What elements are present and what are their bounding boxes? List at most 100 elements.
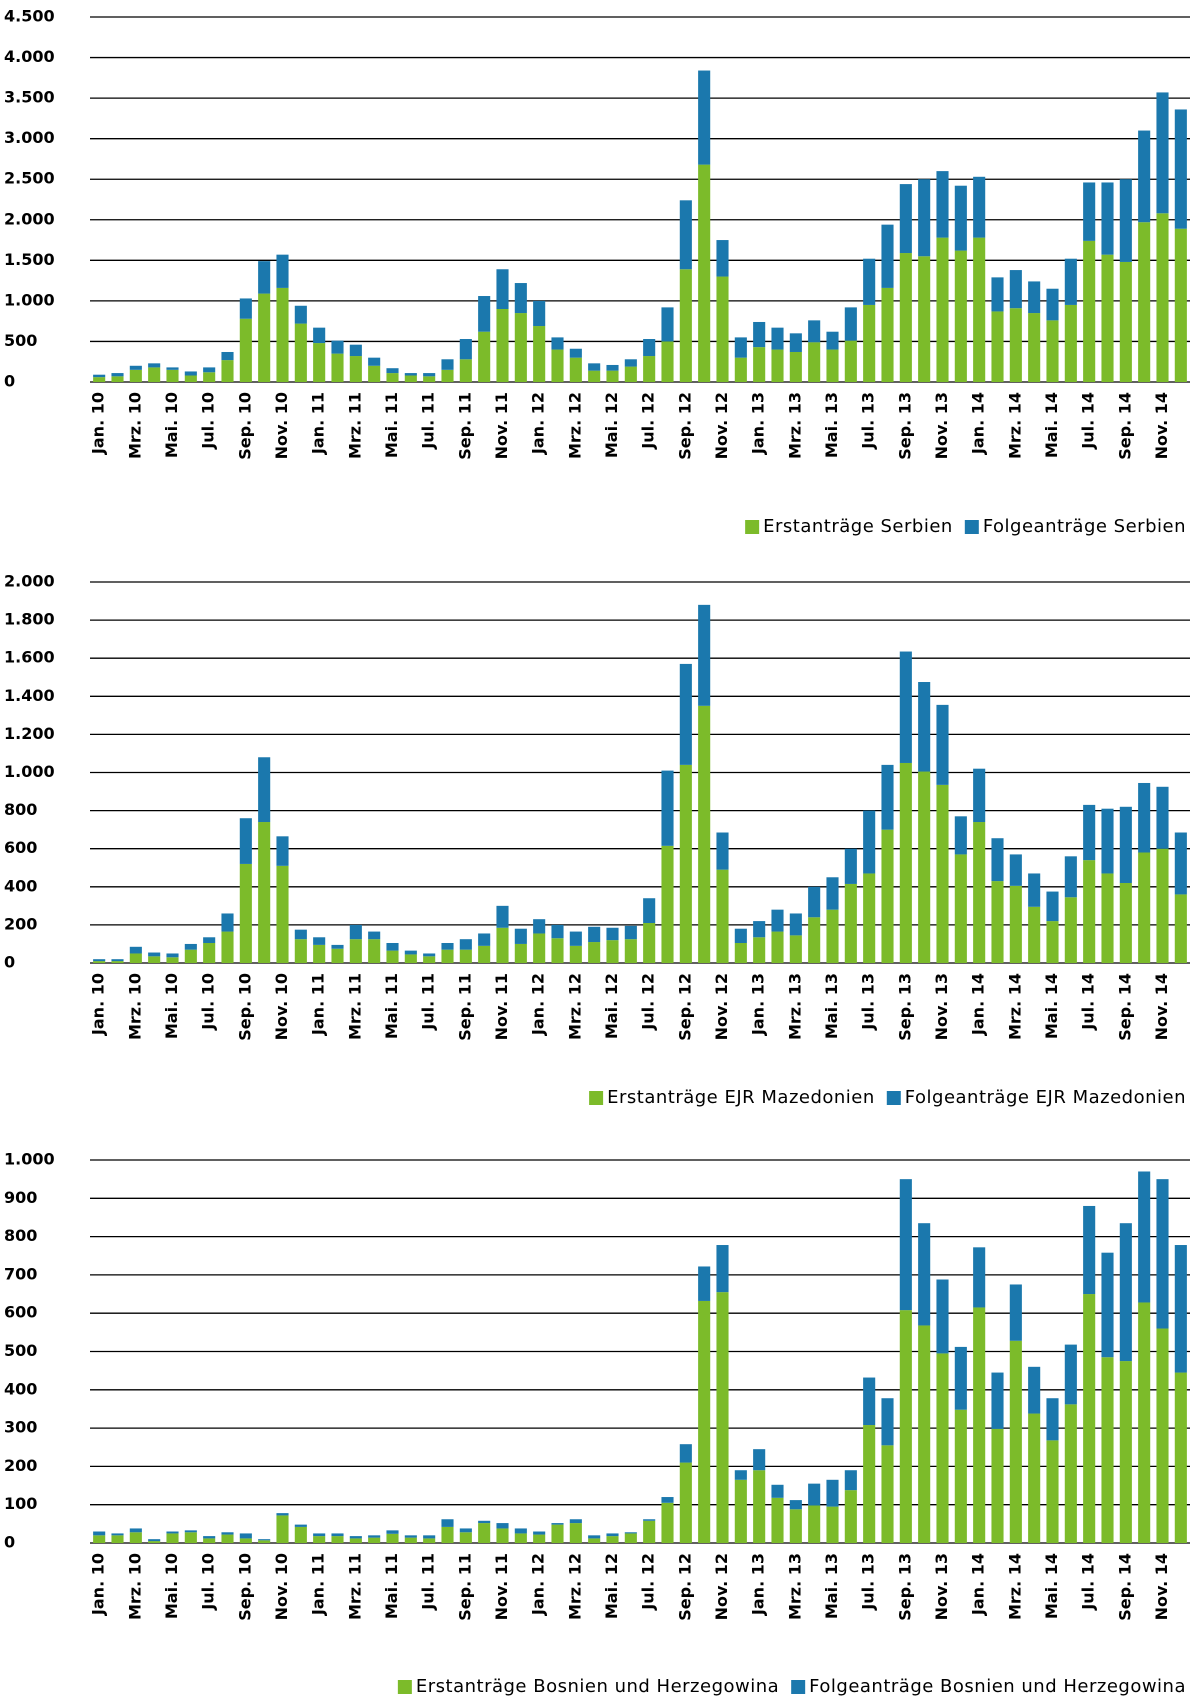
bar-segment [111,959,124,962]
bar-segment [294,1526,307,1543]
bar-segment [643,1520,656,1543]
bar-segment [368,931,381,940]
bar-segment [1174,228,1187,382]
bar-segment [643,898,656,923]
bar-segment [148,1541,161,1543]
bar-segment [716,240,729,277]
bar-segment [606,1536,619,1543]
x-tick-label: Jan. 14 [969,1553,988,1616]
y-tick-label: 800 [4,800,37,819]
bar-segment [588,1538,601,1543]
y-tick-label: 600 [4,1303,37,1322]
bar-segment [184,1530,197,1533]
bar-segment [349,344,362,357]
bar-segment [221,1532,234,1535]
bar-segment [349,1538,362,1543]
bar-segment [844,307,857,341]
x-tick-label: Mai. 13 [822,1553,841,1619]
x-tick-label: Jul. 11 [419,392,438,450]
bar-segment [111,1533,124,1536]
y-tick-label: 4.000 [4,47,55,66]
bar-segment [899,1179,912,1311]
bar-segment [679,1444,692,1463]
bar-segment [478,933,491,946]
bar-segment [1083,1294,1096,1543]
bar-segment [239,298,252,319]
bar-segment [551,1524,564,1543]
x-tick-label: Sep. 10 [235,973,254,1041]
bar-segment [331,944,344,949]
y-tick-label: 600 [4,838,37,857]
x-tick-label: Jul. 12 [639,392,658,450]
bar-segment [698,70,711,165]
bar-segment [863,810,876,874]
bar-segment [991,277,1004,312]
bar-segment [478,296,491,332]
bar-segment [203,1538,216,1543]
bar-segment [826,877,839,910]
legend-swatch [745,520,760,534]
x-tick-label: Jan. 11 [309,1553,328,1616]
y-tick-label: 2.000 [4,572,55,591]
bar-segment [459,1532,472,1543]
x-tick-label: Mai. 14 [1042,1553,1061,1619]
bar-segment [331,1536,344,1543]
x-tick-label: Nov. 11 [492,392,511,459]
x-tick-label: Jan. 11 [309,973,328,1036]
bar-segment [808,320,821,343]
bar-segment [1028,281,1041,314]
bar-segment [294,1524,307,1527]
bar-segment [661,307,674,342]
x-tick-label: Mai. 14 [1042,392,1061,458]
bar-segment [698,1266,711,1301]
y-tick-label: 1.000 [4,290,55,309]
x-tick-label: Mrz. 10 [125,392,144,459]
y-tick-label: 1.800 [4,610,55,629]
bar-segment [771,909,784,932]
bar-segment [918,771,931,963]
bar-segment [1046,288,1059,321]
x-tick-label: Sep. 11 [455,973,474,1041]
bar-segment [643,339,656,357]
bar-segment [863,1377,876,1426]
bar-segment [129,953,142,963]
bar-segment [203,1536,216,1539]
bar-segment [459,949,472,963]
bar-segment [954,250,967,382]
bar-segment [771,327,784,350]
bar-segment [643,1519,656,1521]
x-tick-label: Mai. 12 [602,1553,621,1619]
bar-segment [166,369,179,382]
bar-segment [496,269,509,309]
bar-segment [1083,804,1096,861]
x-tick-label: Nov. 10 [272,973,291,1040]
bar-segment [459,359,472,382]
bar-segment [404,950,417,955]
bar-segment [1028,1366,1041,1414]
bar-segment [203,367,216,373]
bar-segment [1064,1404,1077,1543]
bar-segment [679,1462,692,1543]
bar-segment [239,1533,252,1539]
bar-segment [459,339,472,360]
y-tick-label: 500 [4,1341,37,1360]
bar-segment [569,931,582,946]
bar-segment [313,1536,326,1543]
bar-segment [1174,1372,1187,1543]
bar-segment [111,1535,124,1543]
bar-segment [1119,1361,1132,1543]
bar-segment [1009,308,1022,382]
x-tick-label: Nov. 14 [1152,1553,1171,1620]
bar-segment [551,1523,564,1525]
bar-segment [203,937,216,943]
bar-segment [93,959,106,962]
bar-segment [1101,1357,1114,1543]
x-tick-label: Sep. 11 [455,392,474,460]
bar-segment [276,254,289,288]
x-tick-label: Nov. 13 [932,1553,951,1620]
bar-segment [918,256,931,382]
bar-segment [606,364,619,371]
bar-segment [533,1534,546,1543]
y-tick-label: 0 [4,1533,15,1552]
bar-segment [936,1279,949,1354]
